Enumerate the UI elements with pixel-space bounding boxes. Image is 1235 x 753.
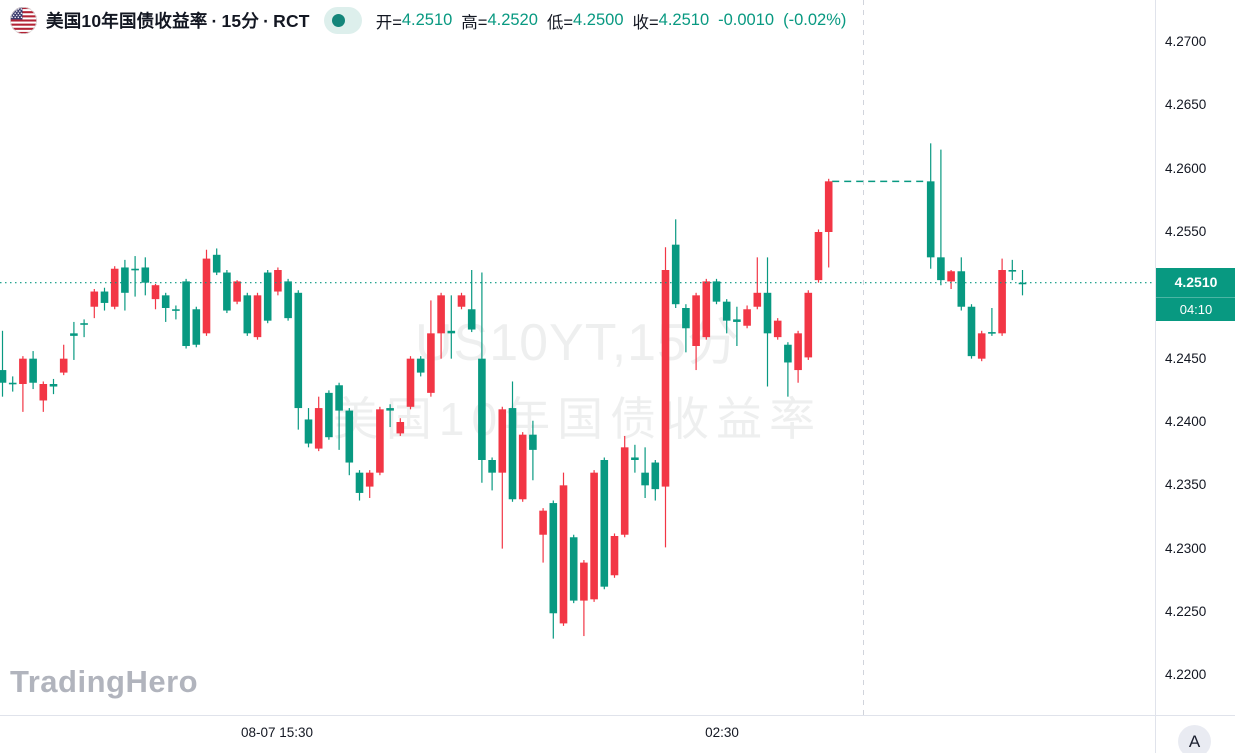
title-separator: · xyxy=(211,11,218,31)
change-percent: (-0.02%) xyxy=(783,11,847,29)
chart-plot-area[interactable]: US10YT,15分 美国10年国债收益率 xyxy=(0,0,1155,715)
tradinghero-logo: TradingHero xyxy=(10,664,199,699)
price-axis-label: 4.2200 xyxy=(1165,667,1207,683)
candlestick-chart[interactable] xyxy=(0,0,1155,715)
price-axis-label: 4.2300 xyxy=(1165,540,1207,556)
close-value: 4.2510 xyxy=(658,11,710,29)
bar-countdown: 04:10 xyxy=(1156,296,1235,321)
price-axis-label: 4.2450 xyxy=(1165,350,1207,366)
time-axis-label: 02:30 xyxy=(705,725,739,740)
market-status-pill[interactable] xyxy=(323,7,362,34)
last-price-badge: 4.2510 04:10 xyxy=(1156,267,1235,321)
symbol-title[interactable]: 美国10年国债收益率 · 15分 · RCT xyxy=(46,8,310,33)
open-label: 开= xyxy=(375,13,402,32)
price-axis-label: 4.2550 xyxy=(1165,224,1207,239)
us-flag-icon xyxy=(10,7,37,34)
symbol-exchange: RCT xyxy=(273,11,310,31)
last-price-value: 4.2510 xyxy=(1174,273,1218,290)
change-value: -0.0010 xyxy=(718,11,775,29)
chart-header: 美国10年国债收益率 · 15分 · RCT 开= 4.2510 高= 4.2520 低= 4… xyxy=(10,7,846,34)
time-axis[interactable]: 08-07 15:30 02:30 xyxy=(0,715,1235,753)
symbol-interval: 15分 xyxy=(221,11,260,31)
price-axis[interactable]: 4.2510 04:10 4.2700 4.2650 4.2600 4.2550 4.2… xyxy=(1155,0,1235,715)
price-axis-label: 4.2400 xyxy=(1165,414,1207,429)
auto-scale-button[interactable]: A xyxy=(1178,725,1211,753)
time-axis-label: 08-07 15:30 xyxy=(240,725,314,740)
ohlc-readout: 开= 4.2510 高= 4.2520 低= 4.2500 收= 4.2510 -0.0… xyxy=(376,9,847,33)
live-dot-icon xyxy=(331,14,345,27)
high-value: 4.2520 xyxy=(487,11,538,29)
price-axis-label: 4.2250 xyxy=(1165,604,1207,619)
title-separator: · xyxy=(263,11,270,31)
symbol-name: 美国10年国债收益率 xyxy=(46,11,208,31)
high-label: 高= xyxy=(461,13,488,32)
close-label: 收= xyxy=(632,13,659,32)
price-axis-label: 4.2350 xyxy=(1165,477,1207,493)
axis-corner-divider xyxy=(1155,716,1156,753)
price-axis-label: 4.2700 xyxy=(1165,34,1207,49)
low-value: 4.2500 xyxy=(573,11,624,29)
open-value: 4.2510 xyxy=(401,11,453,29)
price-axis-label: 4.2650 xyxy=(1165,97,1207,113)
price-axis-label: 4.2600 xyxy=(1165,160,1207,176)
low-label: 低= xyxy=(546,13,574,32)
